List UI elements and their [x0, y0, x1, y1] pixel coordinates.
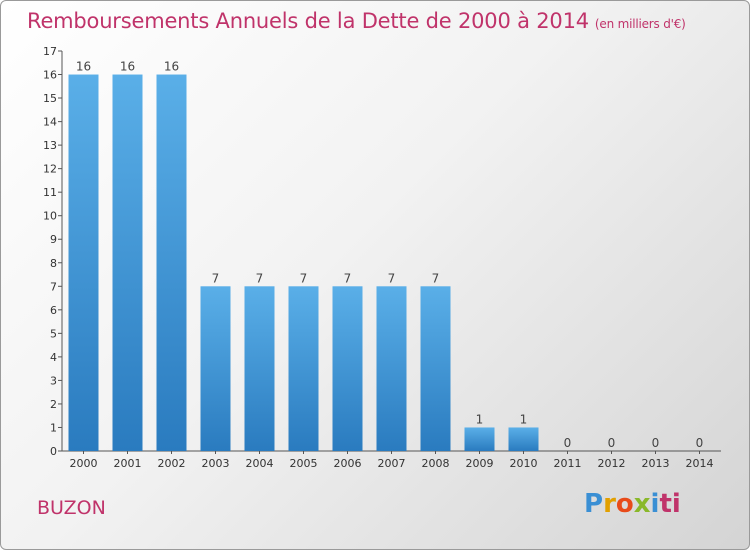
y-tick-label: 17: [43, 45, 57, 58]
bar-2006: [332, 286, 363, 451]
data-label: 7: [344, 271, 352, 285]
data-label: 0: [696, 436, 704, 450]
data-label: 0: [564, 436, 572, 450]
y-tick-label: 13: [43, 139, 57, 152]
y-tick-label: 6: [50, 304, 57, 317]
y-tick-label: 0: [50, 445, 57, 458]
bar-2002: [156, 74, 187, 451]
y-tick-label: 12: [43, 163, 57, 176]
x-tick-label: 2008: [422, 457, 450, 470]
y-tick-label: 3: [50, 374, 57, 387]
chart-title-text: Remboursements Annuels de la Dette de 20…: [27, 9, 589, 33]
bar-2010: [508, 427, 539, 451]
logo-letter: o: [615, 489, 634, 519]
x-tick-label: 2014: [686, 457, 714, 470]
bar-2003: [200, 286, 231, 451]
proxiti-logo: Proxiti: [584, 489, 681, 519]
y-tick-label: 9: [50, 233, 57, 246]
y-tick-label: 11: [43, 186, 57, 199]
y-tick-label: 7: [50, 280, 57, 293]
y-tick-label: 15: [43, 92, 57, 105]
data-label: 7: [300, 271, 308, 285]
x-tick-label: 2005: [290, 457, 318, 470]
data-label: 1: [520, 412, 528, 426]
y-tick-label: 4: [50, 351, 57, 364]
bar-2008: [420, 286, 451, 451]
x-tick-label: 2002: [158, 457, 186, 470]
data-label: 7: [212, 271, 220, 285]
x-tick-label: 2012: [598, 457, 626, 470]
bar-2009: [464, 427, 495, 451]
data-label: 0: [608, 436, 616, 450]
data-label: 16: [120, 60, 135, 74]
chart-subtitle: (en milliers d'€): [594, 17, 686, 31]
y-tick-label: 1: [50, 421, 57, 434]
data-label: 7: [432, 271, 440, 285]
logo-letter: P: [584, 489, 604, 519]
y-tick-label: 10: [43, 210, 57, 223]
data-label: 7: [256, 271, 264, 285]
data-label: 0: [652, 436, 660, 450]
x-tick-label: 2006: [334, 457, 362, 470]
logo-letter: x: [633, 489, 651, 519]
x-tick-label: 2003: [202, 457, 230, 470]
y-tick-label: 14: [43, 116, 57, 129]
bar-2005: [288, 286, 319, 451]
y-tick-label: 5: [50, 327, 57, 340]
x-tick-label: 2011: [554, 457, 582, 470]
x-tick-label: 2013: [642, 457, 670, 470]
y-tick-label: 8: [50, 257, 57, 270]
bar-2004: [244, 286, 275, 451]
x-tick-label: 2007: [378, 457, 406, 470]
bar-2000: [68, 74, 99, 451]
bar-2001: [112, 74, 143, 451]
data-label: 1: [476, 412, 484, 426]
y-tick-label: 16: [43, 69, 57, 82]
logo-letter: ti: [659, 489, 681, 519]
x-tick-label: 2001: [114, 457, 142, 470]
logo-letter: i: [650, 489, 660, 519]
x-tick-label: 2000: [70, 457, 98, 470]
chart-title: Remboursements Annuels de la Dette de 20…: [27, 9, 686, 33]
data-label: 7: [388, 271, 396, 285]
x-tick-label: 2009: [466, 457, 494, 470]
commune-name: BUZON: [37, 497, 106, 519]
logo-letter: r: [603, 489, 616, 519]
data-label: 16: [164, 60, 179, 74]
bar-2007: [376, 286, 407, 451]
y-tick-label: 2: [50, 398, 57, 411]
x-tick-label: 2004: [246, 457, 274, 470]
data-label: 16: [76, 60, 91, 74]
x-tick-label: 2010: [510, 457, 538, 470]
